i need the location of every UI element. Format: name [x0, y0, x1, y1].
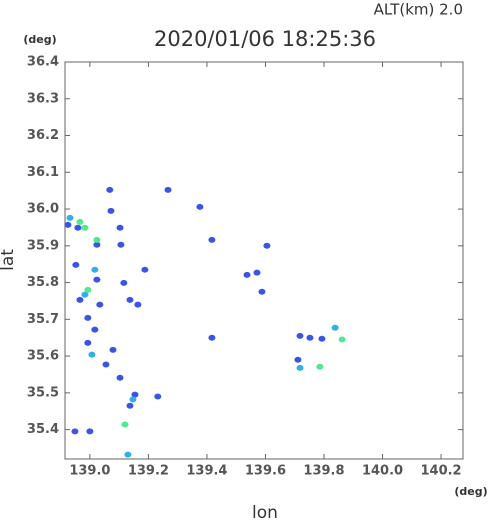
echo-cell [107, 207, 115, 214]
echo-cell [102, 361, 110, 368]
echo-cell [120, 279, 128, 286]
echo-cell [88, 351, 96, 358]
echo-cell [258, 288, 266, 295]
echo-cell [106, 186, 114, 193]
echo-cell [154, 393, 162, 400]
echo-cell [71, 428, 79, 435]
echo-cell [126, 402, 134, 409]
echo-cell [76, 296, 84, 303]
x-axis-label: lon [252, 503, 278, 521]
echo-cell [84, 286, 92, 293]
echo-cell [81, 224, 89, 231]
echo-cell [306, 334, 314, 341]
echo-cell [74, 224, 82, 231]
echo-cell [96, 301, 104, 308]
echo-cell [253, 269, 261, 276]
echo-cell [91, 326, 99, 333]
echo-cell [131, 391, 139, 398]
y-tick-label: 35.9 [27, 238, 59, 253]
x-tick-label: 140.0 [362, 464, 403, 479]
echo-cell [84, 314, 92, 321]
y-tick-label: 36.1 [27, 165, 59, 180]
echo-cell [196, 203, 204, 210]
x-tick-label: 139.2 [128, 464, 169, 479]
echo-cell [66, 214, 74, 221]
echo-cell [208, 236, 216, 243]
x-tick-label: 139.4 [186, 464, 227, 479]
echo-cell [72, 261, 80, 268]
echo-cell [93, 241, 101, 248]
y-tick-label: 36.4 [27, 55, 59, 70]
echo-cell [116, 374, 124, 381]
echo-cell [117, 241, 125, 248]
echo-cell [109, 346, 117, 353]
y-tick-label: 35.7 [27, 312, 59, 327]
echo-cell [124, 451, 132, 458]
echo-cell [208, 334, 216, 341]
echo-cell [263, 242, 271, 249]
x-tick-label: 139.6 [245, 464, 286, 479]
y-unit: (deg) [23, 33, 56, 46]
y-tick-label: 36.3 [27, 91, 59, 106]
echo-cell [86, 428, 94, 435]
echo-cell [116, 224, 124, 231]
echo-cell [64, 221, 72, 228]
x-unit: (deg) [454, 485, 487, 498]
echo-cell [134, 301, 142, 308]
echo-cell [338, 336, 346, 343]
echo-cell [296, 364, 304, 371]
y-tick-label: 36.2 [27, 128, 59, 143]
x-tick-label: 140.2 [420, 464, 461, 479]
y-tick-label: 35.8 [27, 275, 59, 290]
echo-cell [316, 363, 324, 370]
echo-cell [126, 296, 134, 303]
echo-cell [243, 271, 251, 278]
echo-cell [121, 421, 129, 428]
echo-cell [294, 356, 302, 363]
echo-cell [129, 396, 137, 403]
y-tick-label: 36.0 [27, 202, 59, 217]
echo-cell [84, 339, 92, 346]
chart-subtitle: ALT(km) 2.0 [374, 1, 463, 19]
y-tick-label: 35.5 [27, 385, 59, 400]
echo-cell [331, 324, 339, 331]
echo-cell [141, 266, 149, 273]
x-tick-label: 139.8 [303, 464, 344, 479]
chart-title: 2020/01/06 18:25:36 [154, 27, 376, 51]
plot-frame [64, 61, 464, 460]
echo-cell [81, 291, 89, 298]
echo-cell [76, 218, 84, 225]
echo-cell [164, 186, 172, 193]
echo-cell [93, 236, 101, 243]
echo-cell [93, 276, 101, 283]
y-tick-label: 35.4 [27, 422, 59, 437]
x-tick-label: 139.0 [69, 464, 110, 479]
echo-cell [296, 332, 304, 339]
y-axis-label: lat [0, 249, 18, 271]
echo-cell [318, 335, 326, 342]
y-tick-label: 35.6 [27, 349, 59, 364]
echo-cell [91, 266, 99, 273]
